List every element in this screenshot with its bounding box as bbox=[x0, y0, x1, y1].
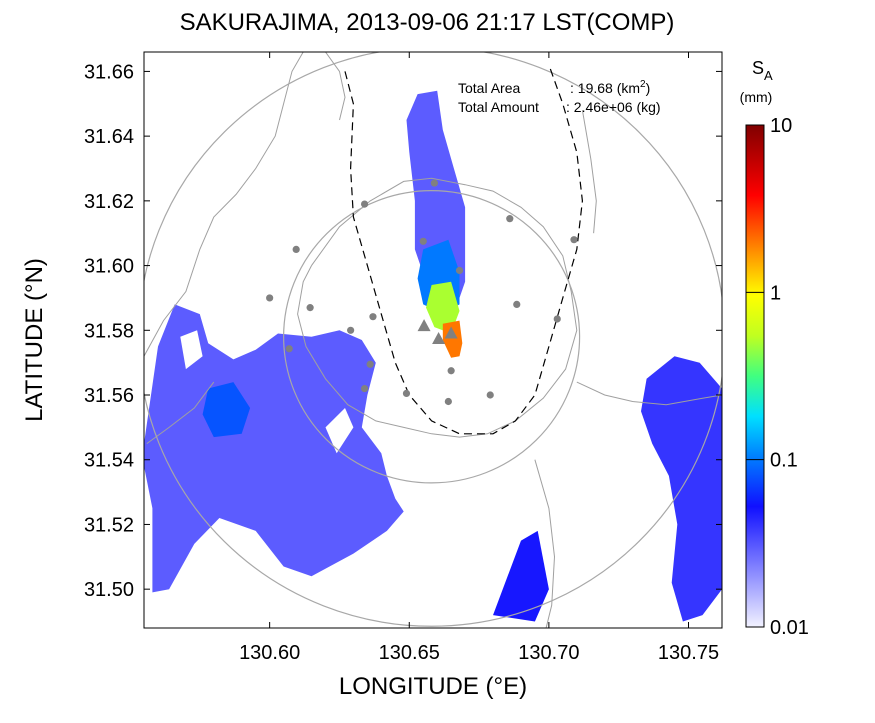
x-tick-label: 130.70 bbox=[518, 642, 579, 664]
station-marker bbox=[360, 384, 369, 393]
coastline-segment bbox=[534, 459, 556, 628]
volcano-marker bbox=[417, 319, 431, 332]
map-frame bbox=[143, 51, 723, 629]
range-ring-layer bbox=[144, 52, 722, 627]
coastline-segment bbox=[146, 381, 215, 445]
y-tick-label: 31.52 bbox=[84, 514, 134, 536]
x-tick-label: 130.75 bbox=[658, 642, 719, 664]
ash-region-southwest-echo bbox=[144, 304, 404, 593]
station-marker bbox=[444, 397, 452, 406]
station-marker bbox=[455, 266, 464, 275]
total-amount-label: Total Amount bbox=[458, 99, 539, 115]
colorbar-unit: (mm) bbox=[740, 89, 773, 105]
x-axis-label: LONGITUDE (°E) bbox=[339, 673, 527, 700]
colorbar-ticks: 10 1 0.1 0.01 bbox=[746, 115, 809, 639]
station-marker bbox=[447, 367, 455, 375]
y-tick-label: 31.66 bbox=[84, 61, 134, 83]
clear-harbor-gap-1 bbox=[325, 408, 354, 454]
total-area-value: : 19.68 (km bbox=[570, 80, 640, 96]
total-area-label: Total Area bbox=[458, 80, 520, 96]
station-marker bbox=[402, 389, 411, 397]
station-marker bbox=[419, 237, 427, 245]
total-area-value-text: : 19.68 (km2) bbox=[570, 79, 650, 96]
y-axis-ticks: 31.50 31.52 31.54 31.56 31.58 31.60 31.62 31.64… bbox=[84, 61, 722, 601]
coastline-segment bbox=[576, 381, 722, 406]
range-ring bbox=[283, 190, 581, 484]
station-marker bbox=[360, 200, 369, 208]
colorbar-tick-label: 0.01 bbox=[770, 617, 809, 639]
colorbar-tick-label: 10 bbox=[770, 115, 792, 137]
colorbar-label-sub: A bbox=[764, 68, 773, 83]
y-axis-label: LATITUDE (°N) bbox=[21, 258, 48, 422]
dashed-boundary bbox=[344, 64, 584, 435]
ash-region-plume-core bbox=[426, 281, 460, 334]
colorbar-tick-label: 1 bbox=[770, 282, 781, 304]
station-layer bbox=[266, 179, 578, 406]
volcano-marker bbox=[444, 326, 458, 339]
range-ring bbox=[144, 52, 722, 627]
ash-region-southwest-echo-strong bbox=[202, 382, 251, 438]
y-tick-label: 31.58 bbox=[84, 320, 134, 342]
ash-region-south-fan bbox=[493, 530, 549, 622]
y-tick-label: 31.56 bbox=[84, 385, 134, 407]
colorbar: SA (mm) 10 1 0.1 0.01 bbox=[740, 58, 809, 639]
station-marker bbox=[506, 215, 514, 223]
volcano-marker-layer bbox=[417, 319, 458, 345]
station-marker bbox=[285, 345, 293, 353]
ash-fall-layer bbox=[144, 90, 722, 622]
station-marker bbox=[306, 304, 314, 312]
x-axis-ticks: 130.60 130.65 130.70 130.75 bbox=[239, 52, 719, 664]
totals-annotation: Total Area : 19.68 (km2) Total Amount : … bbox=[458, 79, 661, 115]
x-tick-label: 130.65 bbox=[379, 642, 440, 664]
map-title: SAKURAJIMA, 2013-09-06 21:17 LST(COMP) bbox=[180, 9, 675, 36]
ash-region-plume-hot bbox=[442, 320, 463, 358]
clear-harbor-gap-2 bbox=[180, 330, 203, 370]
station-marker bbox=[347, 326, 355, 334]
total-amount-value: : 2.46e+06 (kg) bbox=[566, 99, 661, 115]
station-marker bbox=[266, 294, 274, 302]
station-marker bbox=[513, 300, 521, 309]
station-marker bbox=[486, 391, 494, 399]
coastline-segment bbox=[297, 177, 578, 438]
station-marker bbox=[430, 179, 438, 187]
y-tick-label: 31.54 bbox=[84, 450, 134, 472]
volcano-marker bbox=[432, 332, 446, 345]
colorbar-label: SA bbox=[752, 58, 773, 83]
station-marker bbox=[366, 360, 374, 368]
coastline-segment bbox=[581, 110, 597, 234]
clear-region-layer bbox=[180, 330, 354, 454]
station-marker bbox=[570, 236, 578, 244]
map-plot-area bbox=[144, 52, 722, 628]
station-marker bbox=[292, 245, 300, 253]
y-tick-label: 31.50 bbox=[84, 579, 134, 601]
x-tick-label: 130.60 bbox=[239, 642, 300, 664]
total-area-unit-close: ) bbox=[646, 80, 651, 96]
y-tick-label: 31.60 bbox=[84, 256, 134, 278]
colorbar-label-main: S bbox=[752, 58, 764, 78]
station-marker bbox=[369, 313, 377, 321]
y-tick-label: 31.62 bbox=[84, 191, 134, 213]
y-tick-label: 31.64 bbox=[84, 126, 134, 148]
coastline-segment bbox=[144, 52, 304, 357]
coastline-segment bbox=[325, 52, 346, 121]
station-marker bbox=[553, 315, 561, 323]
colorbar-gradient bbox=[745, 124, 765, 628]
colorbar-tick-label: 0.1 bbox=[770, 450, 798, 472]
coastline-layer bbox=[144, 52, 722, 628]
total-area-unit-sup: 2 bbox=[640, 79, 646, 90]
